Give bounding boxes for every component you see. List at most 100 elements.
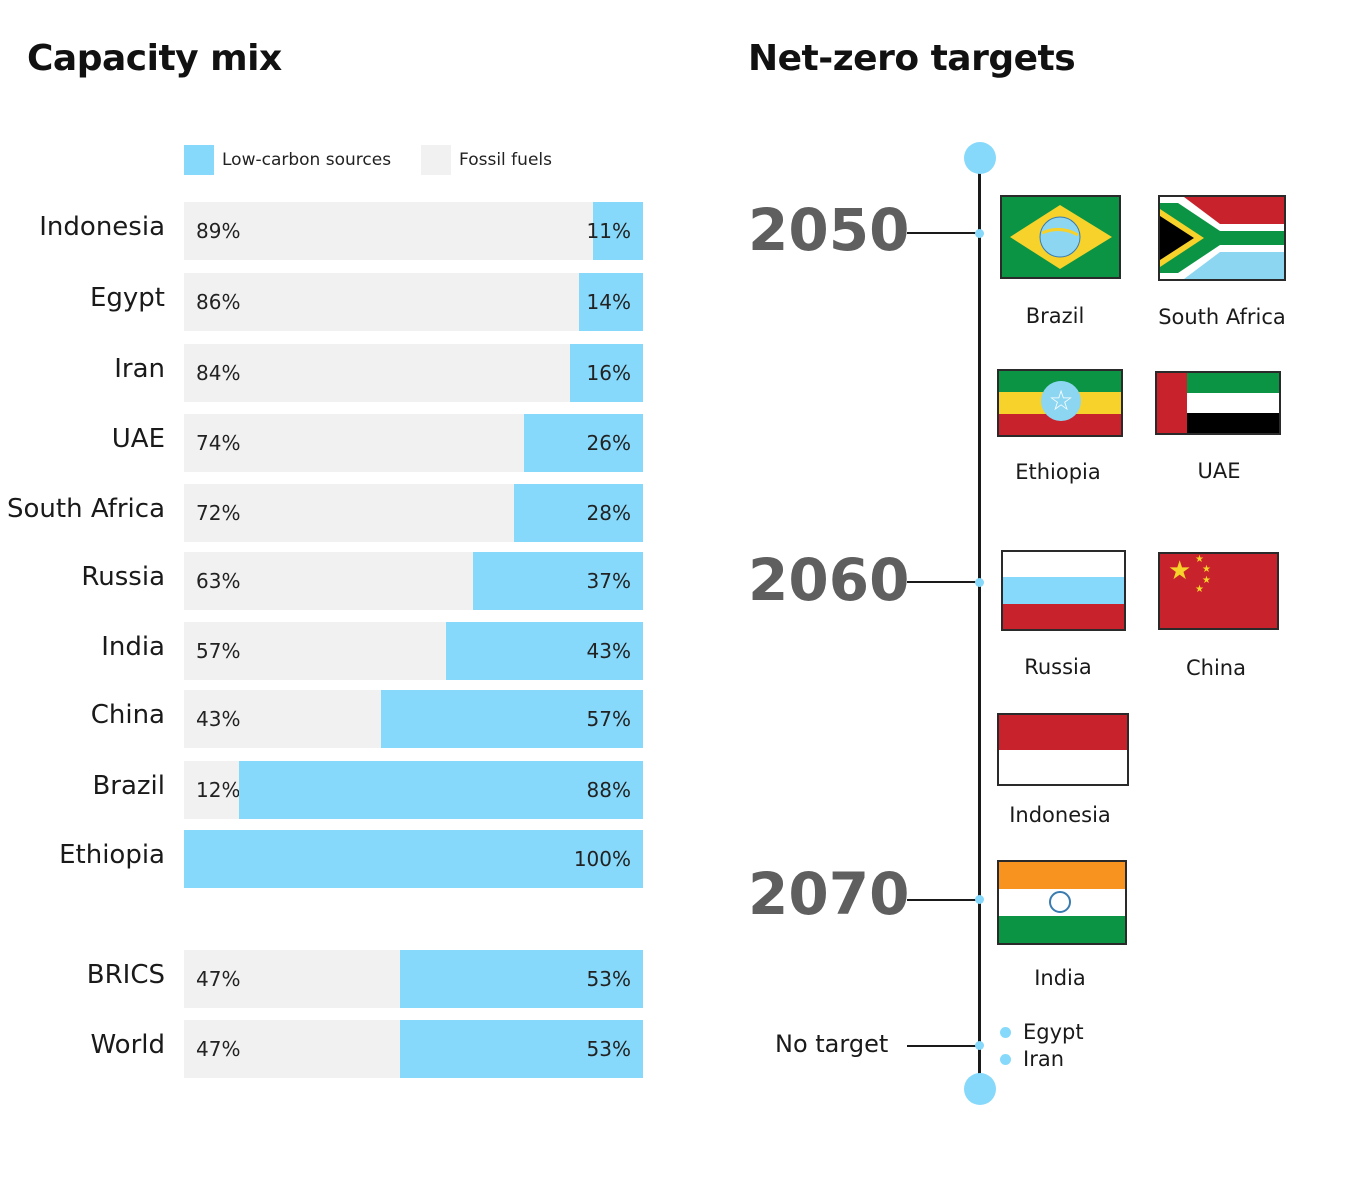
tick-2060 — [907, 581, 979, 583]
low-carbon-value: 88% — [586, 778, 631, 802]
bar-label: Brazil — [92, 771, 165, 801]
dot-no-target — [975, 1041, 984, 1050]
flag-ethiopia-icon: ☆ — [997, 369, 1123, 437]
flag-label-uae: UAE — [1197, 459, 1241, 483]
chart-legend: Low-carbon sources Fossil fuels — [184, 145, 582, 175]
bar-row: Egypt 86% 14% — [0, 273, 660, 331]
legend-swatch-low-carbon — [184, 145, 214, 175]
stacked-bar: 47% 53% — [184, 950, 643, 1008]
no-target-country: Egypt — [1023, 1020, 1084, 1044]
flag-label-indonesia: Indonesia — [1009, 803, 1111, 827]
bar-row: China 43% 57% — [0, 690, 660, 748]
fossil-segment: 57% — [184, 622, 446, 680]
flag-label-india: India — [1034, 966, 1086, 990]
low-carbon-segment: 53% — [399, 950, 643, 1008]
bullet-icon — [1000, 1026, 1011, 1038]
bar-row: Indonesia 89% 11% — [0, 202, 660, 260]
fossil-segment: 72% — [184, 484, 515, 542]
dot-2070 — [975, 895, 984, 904]
low-carbon-value: 37% — [586, 569, 631, 593]
low-carbon-segment: 57% — [381, 690, 643, 748]
flag-label-russia: Russia — [1024, 655, 1092, 679]
no-target-label: No target — [775, 1030, 889, 1058]
low-carbon-segment: 100% — [184, 830, 643, 888]
stacked-bar: 72% 28% — [184, 484, 643, 542]
low-carbon-segment: 43% — [445, 622, 643, 680]
fossil-value: 63% — [196, 569, 241, 593]
year-2060: 2060 — [748, 546, 910, 614]
bar-label: Egypt — [89, 283, 165, 313]
stacked-bar: 12% 88% — [184, 761, 643, 819]
flag-label-ethiopia: Ethiopia — [1015, 460, 1101, 484]
fossil-segment: 84% — [184, 344, 570, 402]
low-carbon-segment: 37% — [473, 552, 643, 610]
flag-south-africa-icon — [1158, 195, 1286, 281]
stacked-bar: 100% — [184, 830, 643, 888]
bar-row: World 47% 53% — [0, 1020, 660, 1078]
stacked-bar: 84% 16% — [184, 344, 643, 402]
fossil-segment: 43% — [184, 690, 382, 748]
bar-label: South Africa — [7, 494, 165, 524]
bar-row: Russia 63% 37% — [0, 552, 660, 610]
low-carbon-segment: 88% — [239, 761, 643, 819]
fossil-value: 86% — [196, 290, 241, 314]
fossil-segment: 47% — [184, 950, 400, 1008]
fossil-value: 43% — [196, 707, 241, 731]
fossil-segment: 86% — [184, 273, 579, 331]
low-carbon-value: 53% — [586, 967, 631, 991]
timeline-axis — [978, 157, 981, 1089]
no-target-item-iran: Iran — [1000, 1047, 1064, 1071]
bar-label: World — [90, 1030, 165, 1060]
bar-label: Ethiopia — [59, 840, 165, 870]
capacity-mix-title: Capacity mix — [27, 38, 282, 79]
flag-label-china: China — [1186, 656, 1246, 680]
legend-swatch-fossil — [421, 145, 452, 175]
tick-2050 — [907, 232, 979, 234]
fossil-value: 47% — [196, 1037, 241, 1061]
low-carbon-segment: 11% — [587, 202, 643, 260]
legend-fossil: Fossil fuels — [421, 145, 552, 175]
fossil-segment: 74% — [184, 414, 524, 472]
legend-label-low-carbon: Low-carbon sources — [222, 150, 392, 170]
flag-india-icon — [997, 860, 1127, 945]
flag-uae-icon — [1155, 371, 1281, 435]
stacked-bar: 63% 37% — [184, 552, 643, 610]
bar-label: BRICS — [86, 960, 165, 990]
stacked-bar: 74% 26% — [184, 414, 643, 472]
low-carbon-value: 14% — [586, 290, 631, 314]
tick-2070 — [907, 899, 979, 901]
tick-no-target — [907, 1045, 979, 1047]
bar-label: China — [90, 700, 165, 730]
low-carbon-segment: 26% — [523, 414, 643, 472]
low-carbon-value: 57% — [586, 707, 631, 731]
fossil-value: 84% — [196, 361, 241, 385]
year-2070: 2070 — [748, 860, 910, 928]
fossil-segment: 89% — [184, 202, 593, 260]
fossil-segment: 63% — [184, 552, 474, 610]
fossil-value: 89% — [196, 219, 241, 243]
low-carbon-segment: 28% — [514, 484, 643, 542]
low-carbon-value: 43% — [586, 639, 631, 663]
bar-row: BRICS 47% 53% — [0, 950, 660, 1008]
fossil-segment: 12% — [184, 761, 240, 819]
bar-label: Russia — [81, 562, 165, 592]
bar-label: Indonesia — [39, 212, 165, 242]
flag-russia-icon — [1001, 550, 1126, 631]
low-carbon-value: 26% — [586, 431, 631, 455]
stacked-bar: 47% 53% — [184, 1020, 643, 1078]
flag-label-south-africa: South Africa — [1158, 305, 1286, 329]
dot-2050 — [975, 229, 984, 238]
stacked-bar: 86% 14% — [184, 273, 643, 331]
bullet-icon — [1000, 1053, 1011, 1065]
bar-row: South Africa 72% 28% — [0, 484, 660, 542]
year-2050: 2050 — [748, 196, 910, 264]
stacked-bar: 43% 57% — [184, 690, 643, 748]
no-target-country: Iran — [1023, 1047, 1065, 1071]
bar-row: India 57% 43% — [0, 622, 660, 680]
net-zero-title: Net-zero targets — [748, 38, 1076, 79]
bar-row: Brazil 12% 88% — [0, 761, 660, 819]
low-carbon-value: 28% — [586, 501, 631, 525]
legend-low-carbon: Low-carbon sources — [184, 145, 391, 175]
flag-indonesia-icon — [997, 713, 1129, 786]
bar-label: Iran — [114, 354, 165, 384]
